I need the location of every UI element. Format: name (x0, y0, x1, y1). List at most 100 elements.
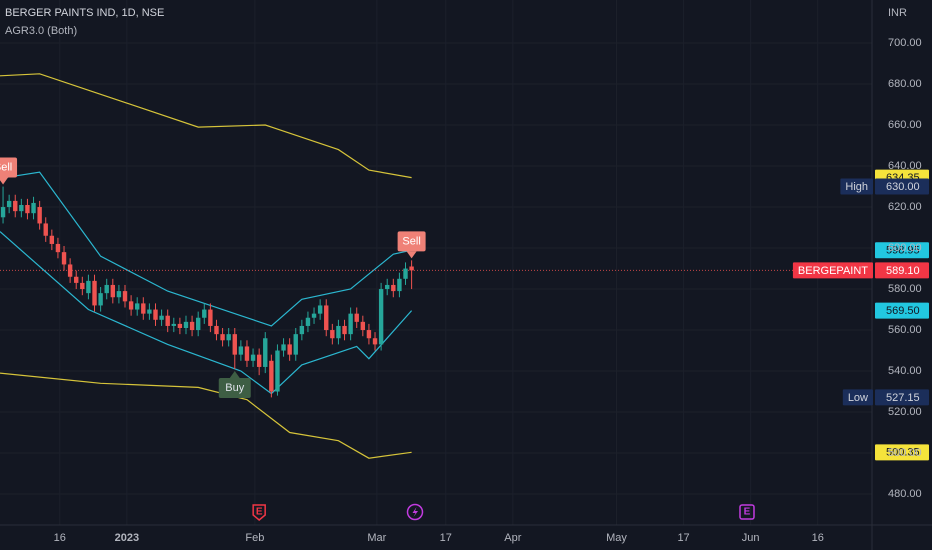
candle-body (397, 278, 402, 292)
candle-body (354, 313, 359, 322)
signal-label: Buy (225, 382, 244, 394)
y-tick-label: 700.00 (888, 37, 922, 49)
dividend-bolt (412, 507, 418, 517)
signal-arrow (229, 370, 240, 378)
y-tick-label: 640.00 (888, 160, 922, 172)
y-tick-label: 580.00 (888, 283, 922, 295)
band-line (0, 372, 412, 459)
candle-body (311, 313, 317, 318)
candle-body (6, 200, 12, 208)
candle-body (409, 266, 414, 271)
candle-body (19, 204, 24, 212)
signal-arrow (406, 251, 417, 259)
earnings-label: E (256, 507, 263, 518)
price-tag-label: 630.00 (886, 181, 920, 193)
candle-body (378, 289, 384, 345)
x-tick-label: 17 (677, 532, 689, 544)
y-tick-label: 540.00 (888, 365, 922, 377)
candle-body (49, 235, 55, 244)
price-tags: 634.35630.00High598.95589.10BERGEPAINT56… (792, 169, 929, 461)
candle-body (61, 252, 67, 265)
y-tick-label: 600.00 (888, 242, 922, 254)
candle-body (189, 321, 195, 331)
signal-box (218, 377, 251, 398)
candle-body (13, 200, 18, 212)
candle-body (330, 330, 335, 339)
earnings-icon: E (252, 504, 266, 521)
candle-body (74, 276, 79, 283)
price-tag (875, 302, 929, 319)
price-tag-name-box (840, 178, 873, 195)
candle-body (348, 313, 353, 335)
candle-body (202, 309, 207, 318)
x-tick-label: 16 (54, 532, 66, 544)
candle-body (171, 323, 176, 326)
price-tag (875, 444, 929, 461)
price-tag-name-box (792, 262, 873, 279)
candle-body (195, 317, 201, 331)
candle-body (43, 223, 48, 236)
candle-body (208, 309, 213, 326)
signal-label: Sell (402, 235, 420, 247)
candle-body (281, 344, 286, 351)
candle-body (263, 338, 268, 367)
candle-body (98, 293, 103, 306)
price-tag (875, 242, 929, 259)
x-tick-label: 17 (440, 532, 452, 544)
x-tick-label: Mar (367, 532, 386, 544)
candle-body (141, 303, 146, 314)
x-tick-label: Feb (245, 532, 264, 544)
candle-body (385, 284, 390, 290)
price-tag-label: 569.50 (886, 305, 920, 317)
candle-body (238, 346, 244, 355)
candle-body (342, 325, 347, 335)
candle-body (80, 282, 85, 290)
indicator-label: AGR3.0 (Both) (5, 25, 77, 37)
candle-body (269, 360, 274, 392)
y-tick-label: 560.00 (888, 324, 922, 336)
candle-body (135, 303, 140, 310)
candle-body (104, 284, 109, 294)
earnings-icon: E (739, 504, 755, 520)
candle-body (250, 354, 256, 361)
candle-body (244, 346, 250, 361)
candle-body (0, 207, 6, 218)
signal-arrow (0, 177, 9, 185)
candle-body (122, 291, 128, 302)
candle-body (324, 305, 329, 331)
candle-body (372, 338, 378, 345)
candle-body (336, 325, 341, 339)
currency-label: INR (888, 7, 907, 19)
candle-body (299, 325, 305, 335)
y-tick-label: 520.00 (888, 406, 922, 418)
candle-body (226, 334, 231, 341)
price-tag-label: 527.15 (886, 392, 920, 404)
candle-body (317, 305, 323, 314)
candle-body (275, 350, 280, 392)
candle-body (165, 315, 170, 326)
signal-label: Sell (0, 161, 12, 173)
candle-body (256, 354, 262, 367)
candle-body (147, 309, 152, 314)
candle-body (153, 309, 158, 320)
price-tag-name: Low (848, 392, 868, 404)
signal-marker: Buy (218, 370, 251, 398)
y-tick-label: 480.00 (888, 488, 922, 500)
y-tick-label: 660.00 (888, 119, 922, 131)
price-tag-name: High (845, 181, 868, 193)
candle-body (31, 202, 36, 214)
candle-body (67, 264, 73, 277)
price-tag-name-box (842, 389, 873, 406)
y-tick-label: 620.00 (888, 201, 922, 213)
candle-body (159, 315, 164, 320)
earnings-shape (252, 504, 266, 521)
candle-body (366, 330, 372, 339)
earnings-label: E (744, 507, 751, 518)
candle-body (86, 280, 91, 294)
candle-body (232, 334, 237, 355)
plot-area: Sell Buy Sell (0, 73, 872, 459)
price-tag-label: 500.35 (886, 447, 920, 459)
dividend-circle (406, 503, 424, 521)
signal-marker: Sell (397, 231, 426, 259)
